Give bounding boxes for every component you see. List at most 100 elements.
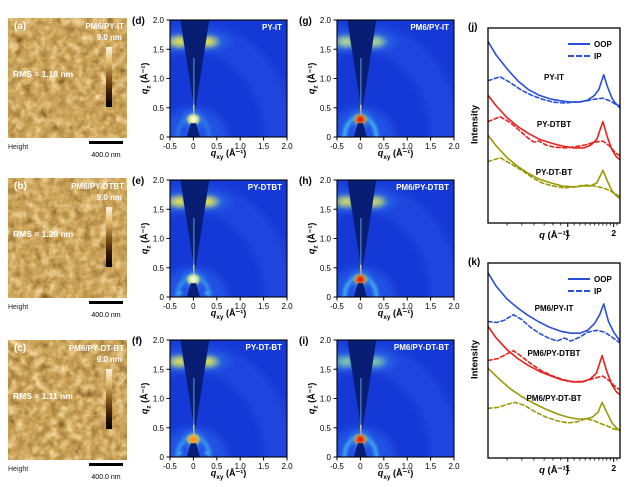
panel-letter: (f) [132, 336, 142, 347]
scalebar-label: 400.0 nm [91, 473, 121, 481]
svg-text:0.5: 0.5 [378, 302, 390, 311]
giwaxs-map-svg: -0.5 0 0.5 1.0 1.5 2.000.51.01.52.0 [153, 336, 293, 471]
svg-text:1.5: 1.5 [153, 205, 165, 214]
afm-image-a: (a) PM6/PY-IT 9.0 nm RMS = 1.18 nm [8, 18, 127, 138]
sample-title: PM6/PY-IT [85, 22, 124, 31]
legend-item-ip: IP [568, 50, 612, 62]
svg-text:1.0: 1.0 [320, 395, 332, 404]
svg-text:1.5: 1.5 [153, 365, 165, 374]
svg-text:1.5: 1.5 [320, 365, 332, 374]
svg-text:0: 0 [160, 133, 165, 142]
panel-letter: (b) [14, 181, 27, 192]
x-axis-label: qxy (Å⁻¹) [377, 148, 414, 161]
svg-text:2.0: 2.0 [153, 16, 165, 25]
curve-group-label: PM6/PY-DTBT [527, 348, 581, 358]
svg-text:1.0: 1.0 [402, 462, 414, 471]
curve-group-label: PM6/PY-DT-BT [526, 393, 582, 403]
svg-text:1.5: 1.5 [320, 45, 332, 54]
svg-text:1.0: 1.0 [235, 142, 247, 151]
height-colorbar [106, 207, 112, 267]
svg-text:1.0: 1.0 [320, 75, 332, 84]
svg-text:0: 0 [327, 453, 332, 462]
rms-value: RMS = 1.11 nm [13, 391, 73, 401]
svg-text:1.5: 1.5 [258, 302, 270, 311]
svg-text:0.5: 0.5 [211, 462, 223, 471]
rms-value: RMS = 1.18 nm [13, 69, 74, 79]
giwaxs-panel-f: -0.5 0 0.5 1.0 1.5 2.0 0 0.5 1.0 1.5 2.0 (f) PY-DT… [132, 326, 308, 486]
svg-text:-0.5: -0.5 [330, 142, 344, 151]
curve-group-label: PM6/PY-IT [534, 303, 574, 313]
scalebar-line [89, 141, 123, 144]
svg-text:2.0: 2.0 [320, 336, 332, 345]
height-scale-max: 9.0 nm [96, 33, 122, 42]
curve-group-label: PY-DTBT [536, 119, 572, 129]
svg-text:0: 0 [327, 293, 332, 302]
scalebar-line [89, 463, 123, 466]
svg-text:0: 0 [191, 142, 196, 151]
panel-letter: (k) [468, 257, 481, 268]
panel-letter: (c) [14, 343, 27, 354]
giwaxs-panel-g: -0.5 0 0.5 1.0 1.5 2.0 0 0.5 1.0 1.5 2.0 (g) PM6/P… [299, 6, 475, 166]
x-axis-label: qxy (Å⁻¹) [377, 468, 414, 481]
solid-line-icon [568, 278, 590, 280]
svg-text:-0.5: -0.5 [163, 462, 177, 471]
svg-text:0: 0 [358, 462, 363, 471]
panel-letter: (j) [468, 22, 478, 33]
panel-letter: (e) [132, 176, 145, 187]
rms-value: RMS = 1.20 nm [13, 229, 74, 239]
svg-text:0: 0 [358, 302, 363, 311]
sample-title: PM6/PY-DT-BT [68, 344, 124, 353]
svg-text:1.5: 1.5 [258, 142, 270, 151]
height-colorbar [106, 369, 112, 429]
afm-image-b: (b) PM6/PY-DTBT 9.0 nm RMS = 1.20 nm [8, 178, 127, 298]
legend-label: IP [594, 286, 602, 296]
sample-title: PY-IT [261, 23, 282, 32]
sample-title: PM6/PY-IT [410, 23, 449, 32]
svg-text:-0.5: -0.5 [330, 462, 344, 471]
panel-letter: (i) [299, 336, 309, 347]
height-scale-max: 9.0 nm [96, 193, 122, 202]
svg-text:0: 0 [160, 453, 165, 462]
svg-text:2.0: 2.0 [320, 176, 332, 185]
sample-title: PM6/PY-DT-BT [393, 343, 449, 352]
svg-text:2: 2 [611, 228, 616, 238]
y-axis-label: Intensity [469, 339, 481, 380]
svg-text:1: 1 [565, 228, 570, 238]
svg-text:0.5: 0.5 [378, 142, 390, 151]
svg-text:0: 0 [358, 142, 363, 151]
svg-text:1.0: 1.0 [153, 395, 165, 404]
channel-label: Height [8, 144, 29, 151]
svg-text:2.0: 2.0 [281, 302, 293, 311]
sample-title: PY-DT-BT [245, 343, 282, 352]
panel-letter: (d) [132, 16, 145, 27]
x-axis-label: qxy (Å⁻¹) [377, 308, 414, 321]
legend-item-oop: OOP [568, 273, 612, 285]
dashed-line-icon [568, 55, 590, 57]
legend-label: IP [594, 51, 602, 61]
svg-text:0.5: 0.5 [378, 462, 390, 471]
svg-text:1.0: 1.0 [402, 142, 414, 151]
afm-caption: Height 400.0 nm [8, 300, 127, 319]
svg-text:2.0: 2.0 [320, 16, 332, 25]
x-axis-label: q (Å⁻¹) [539, 465, 569, 476]
scalebar: 400.0 nm [85, 300, 127, 322]
giwaxs-map-svg: -0.5 0 0.5 1.0 1.5 2.000.51.01.52.0 [320, 16, 460, 151]
svg-text:1.0: 1.0 [235, 302, 247, 311]
y-axis-label: qz (Å⁻¹) [306, 222, 320, 255]
panel-letter: (g) [299, 16, 312, 27]
afm-panel-c: (c) PM6/PY-DT-BT 9.0 nm RMS = 1.11 nm He… [8, 340, 130, 481]
x-axis-label: q (Å⁻¹) [539, 230, 569, 241]
channel-label: Height [8, 304, 29, 311]
afm-image-c: (c) PM6/PY-DT-BT 9.0 nm RMS = 1.11 nm [8, 340, 127, 460]
scalebar: 400.0 nm [85, 462, 127, 484]
x-axis-label: qxy (Å⁻¹) [210, 308, 247, 321]
svg-text:2.0: 2.0 [153, 336, 165, 345]
svg-text:0.5: 0.5 [211, 302, 223, 311]
svg-text:0.5: 0.5 [320, 424, 332, 433]
svg-text:0.5: 0.5 [320, 264, 332, 273]
y-axis-label: qz (Å⁻¹) [139, 222, 153, 255]
svg-text:1.5: 1.5 [320, 205, 332, 214]
svg-text:0.5: 0.5 [320, 104, 332, 113]
svg-text:0.5: 0.5 [153, 104, 165, 113]
